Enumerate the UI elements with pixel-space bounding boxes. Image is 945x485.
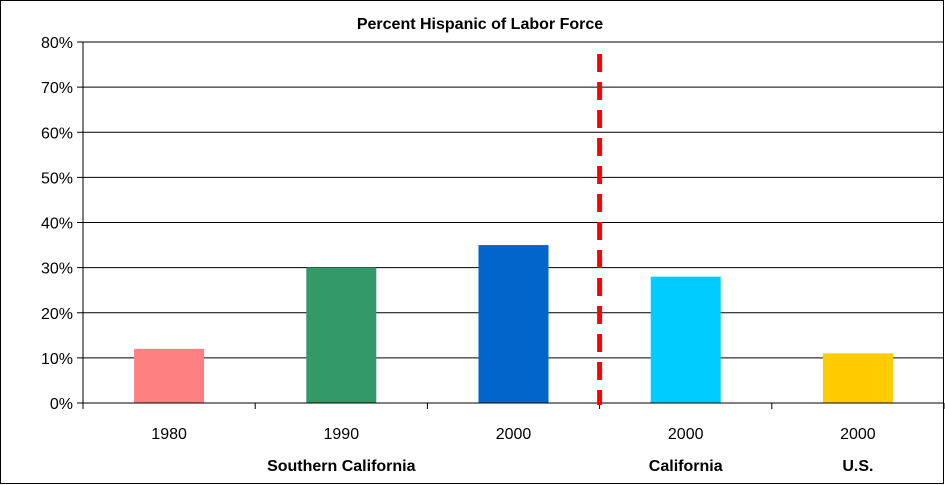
x-tick-label: 1990 — [324, 426, 360, 443]
bar-3 — [650, 276, 721, 403]
y-tick-label: 20% — [41, 306, 73, 323]
axes — [77, 41, 945, 409]
y-tick-label: 50% — [41, 170, 73, 187]
y-tick-label: 40% — [41, 216, 73, 233]
bar-2 — [478, 245, 549, 403]
y-tick-label: 30% — [41, 261, 73, 278]
y-tick-label: 70% — [41, 80, 73, 97]
x-tick-label: 1980 — [151, 426, 187, 443]
bar-1 — [306, 267, 377, 403]
chart-title: Percent Hispanic of Labor Force — [357, 16, 603, 33]
x-tick-label: 2000 — [668, 426, 704, 443]
bar-4 — [822, 353, 893, 403]
axis-labels: 0% 10% 20% 30% 40% 50% 60% 70% 80% 1980 1990 2000 20… — [41, 35, 876, 475]
group-label-1: California — [649, 458, 723, 475]
bars — [134, 245, 893, 403]
x-tick-label: 2000 — [496, 426, 532, 443]
group-label-0: Southern California — [267, 458, 416, 475]
x-tick-label: 2000 — [840, 426, 876, 443]
y-tick-label: 0% — [50, 396, 73, 413]
bar-0 — [134, 348, 205, 403]
y-tick-label: 80% — [41, 35, 73, 52]
y-tick-label: 10% — [41, 351, 73, 368]
group-label-2: U.S. — [842, 458, 873, 475]
y-tick-label: 60% — [41, 125, 73, 142]
